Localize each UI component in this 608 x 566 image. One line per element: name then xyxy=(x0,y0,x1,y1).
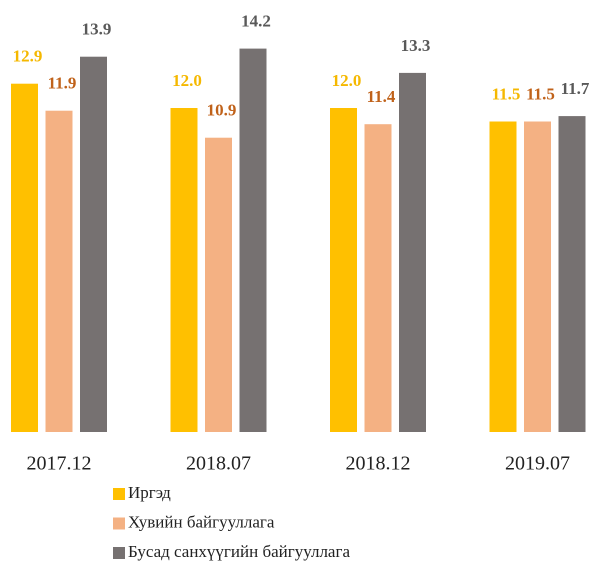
legend-swatch xyxy=(113,488,125,500)
data-label: 14.2 xyxy=(241,12,271,31)
bar xyxy=(399,72,426,433)
data-label: 11.9 xyxy=(48,74,77,93)
bar xyxy=(364,124,392,432)
data-label: 13.3 xyxy=(401,36,431,55)
bar xyxy=(524,121,551,432)
data-label: 10.9 xyxy=(207,101,237,120)
bar xyxy=(80,56,107,432)
data-label: 11.5 xyxy=(492,84,521,103)
bar xyxy=(330,108,357,432)
data-label: 11.4 xyxy=(367,87,396,106)
x-tick-label: 2017.12 xyxy=(27,453,92,475)
legend-label: Иргэд xyxy=(128,483,171,502)
bar xyxy=(45,110,73,432)
bar xyxy=(205,137,232,432)
legend-label: Бусад санхүүгийн байгууллага xyxy=(128,542,350,561)
bar xyxy=(558,116,586,432)
x-tick-label: 2018.07 xyxy=(186,453,251,475)
x-tick-label: 2019.07 xyxy=(505,453,570,475)
bar xyxy=(170,108,198,432)
data-label: 11.7 xyxy=(561,79,590,98)
legend-label: Хувийн байгууллага xyxy=(128,512,275,531)
x-tick-label: 2018.12 xyxy=(346,453,411,475)
data-label: 11.5 xyxy=(526,84,555,103)
bar xyxy=(239,48,267,432)
data-label: 12.9 xyxy=(13,47,43,66)
data-label: 13.9 xyxy=(82,20,112,39)
bar xyxy=(11,83,38,432)
legend-swatch xyxy=(113,547,125,559)
bar xyxy=(489,121,517,432)
legend-swatch xyxy=(113,517,125,530)
data-label: 12.0 xyxy=(332,71,362,90)
data-label: 12.0 xyxy=(172,71,202,90)
